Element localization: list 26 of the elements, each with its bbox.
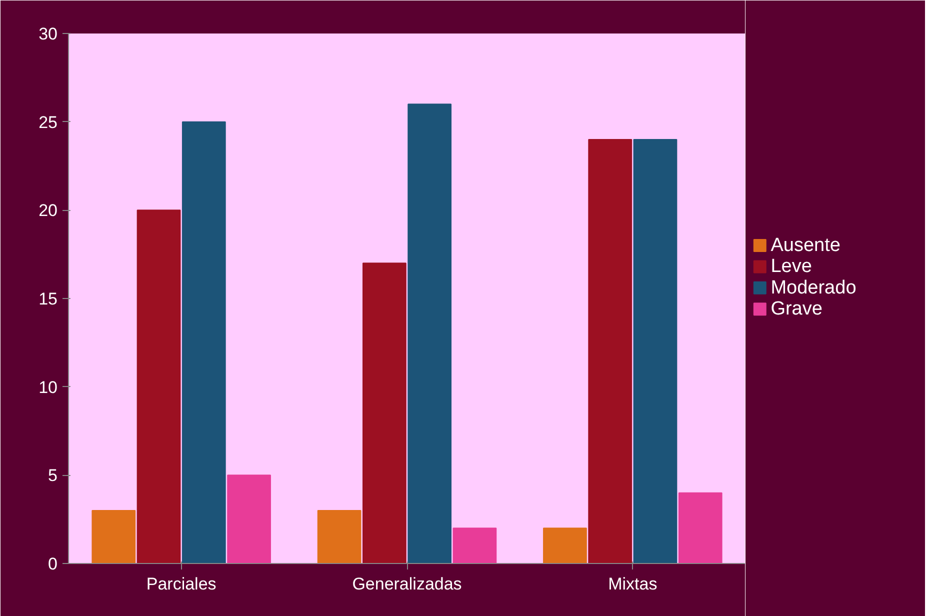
bar (136, 210, 181, 564)
y-tick-label: 10 (38, 378, 58, 397)
bar (182, 121, 226, 564)
bar (678, 492, 722, 564)
bar (588, 139, 632, 564)
legend-label: Leve (770, 256, 812, 278)
y-tick-label: 0 (48, 554, 58, 574)
bar (408, 104, 452, 564)
legend-label: Grave (770, 298, 822, 320)
y-tick-label: 15 (38, 290, 58, 308)
bar (452, 528, 497, 564)
y-tick-label: 20 (38, 201, 58, 220)
x-tick-label: Generalizadas (352, 574, 462, 594)
y-tick-label: 30 (38, 24, 58, 44)
x-tick-label: Mixtas (608, 574, 658, 594)
x-tick-label: Parciales (146, 574, 216, 594)
legend-label: Moderado (770, 277, 856, 298)
y-tick-label: 25 (38, 112, 58, 132)
bar (92, 510, 136, 564)
bar (317, 510, 362, 564)
bar (362, 262, 406, 564)
legend-label: Ausente (770, 235, 840, 256)
bar (227, 474, 271, 564)
bar (633, 139, 678, 564)
bar (543, 528, 587, 564)
y-tick-label: 5 (48, 466, 58, 486)
